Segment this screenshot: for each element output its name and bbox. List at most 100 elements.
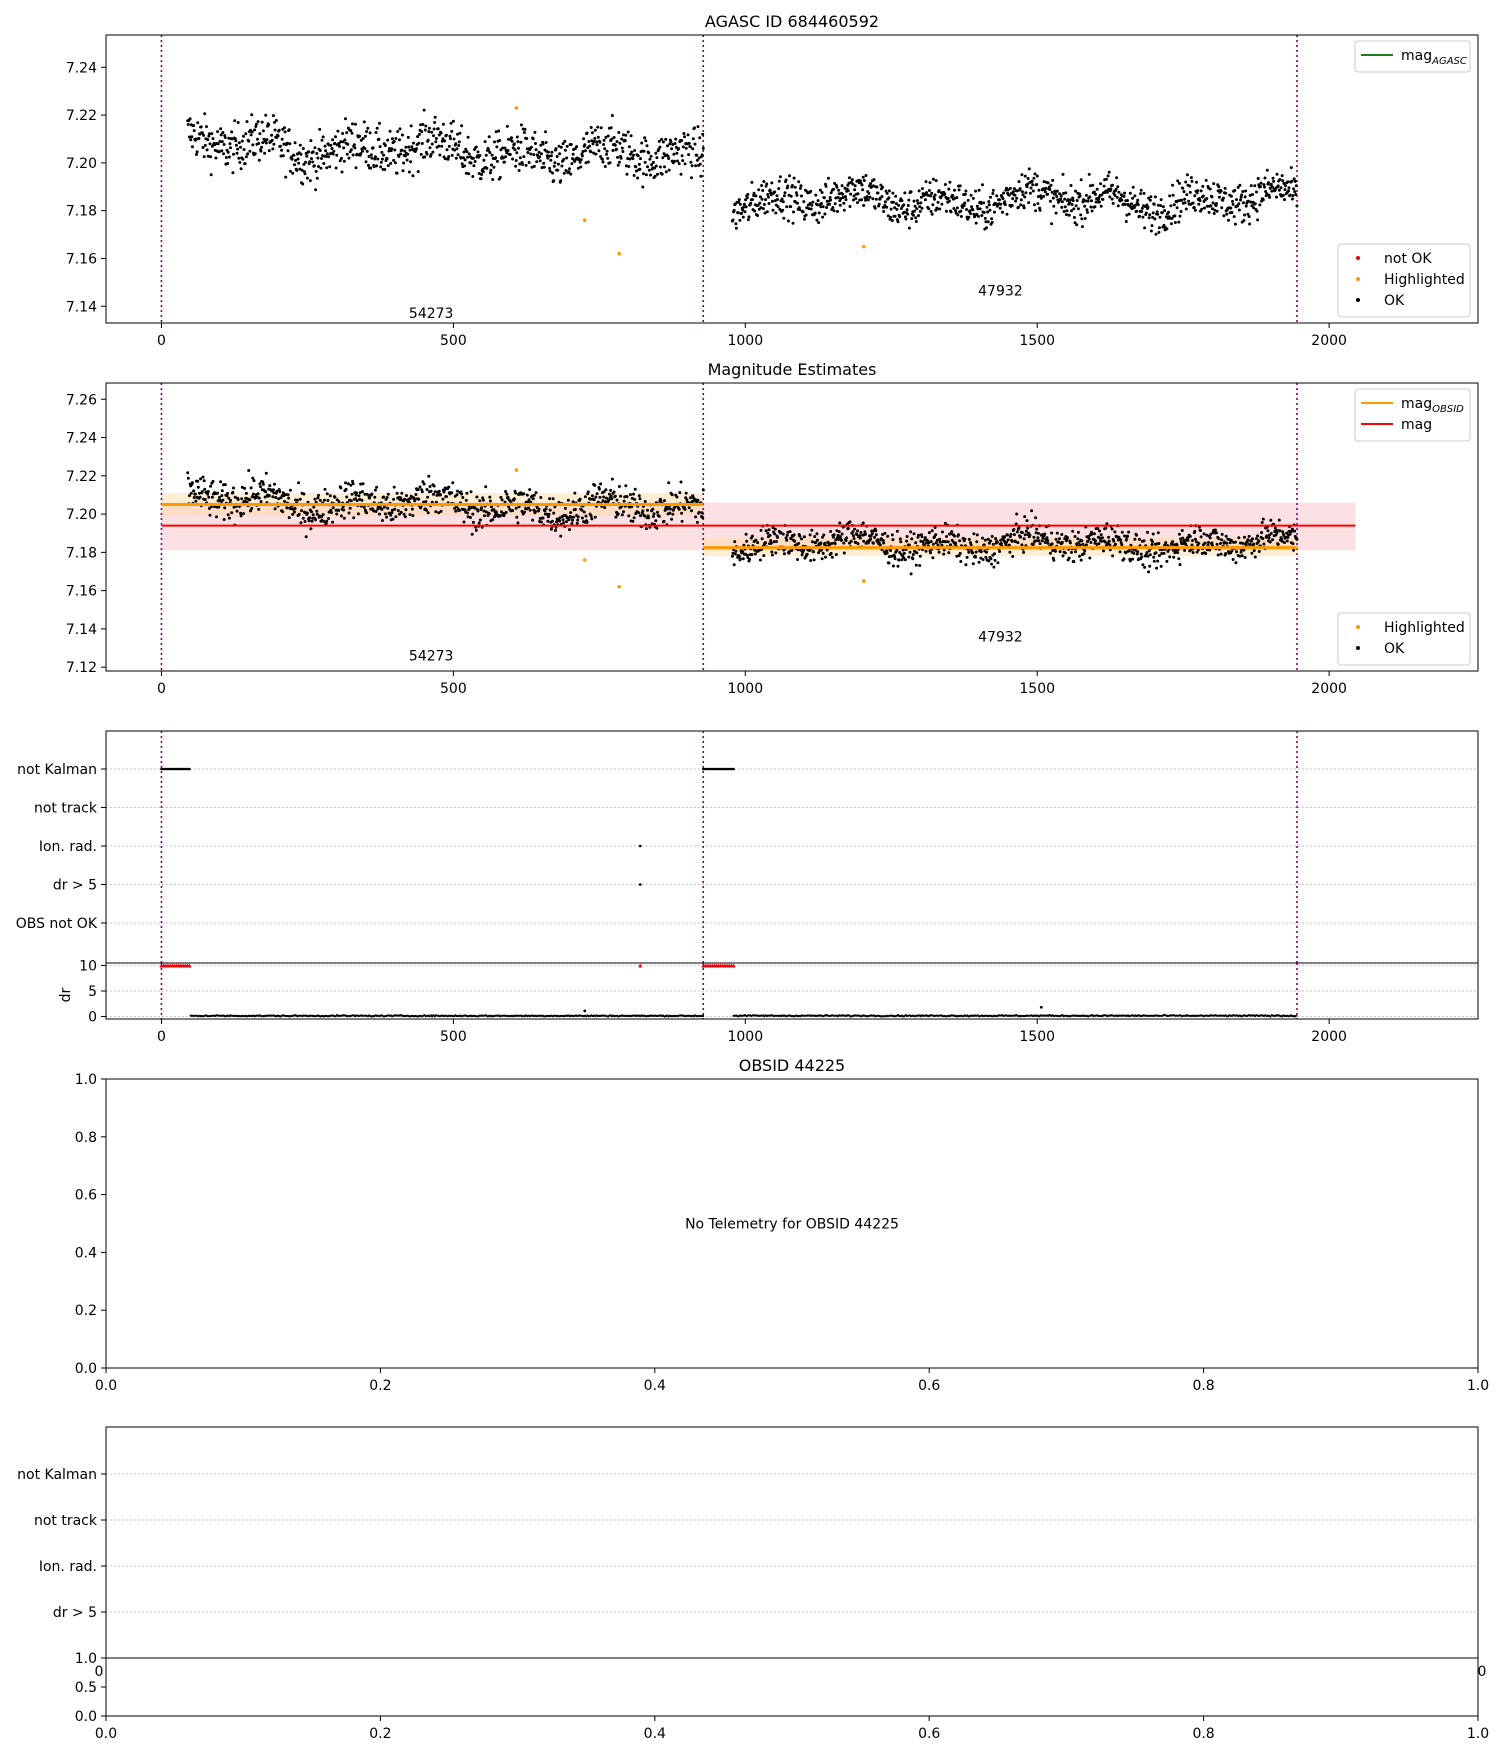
ok-point xyxy=(239,514,243,518)
ok-point xyxy=(977,188,981,192)
legend-dot-swatch xyxy=(1356,277,1360,281)
ok-point xyxy=(1239,550,1243,554)
ok-point xyxy=(401,169,405,173)
ok-point xyxy=(882,210,886,213)
ok-point xyxy=(271,488,275,492)
ok-point xyxy=(633,487,637,491)
legend-label-text: mag xyxy=(1401,396,1432,412)
ok-point xyxy=(756,214,760,217)
ok-point xyxy=(365,130,369,133)
ok-point xyxy=(931,556,935,560)
ok-point xyxy=(281,510,285,514)
ok-point xyxy=(290,157,294,161)
ok-point xyxy=(1007,193,1011,197)
ok-point xyxy=(654,151,658,155)
ok-point xyxy=(822,533,826,537)
ok-point xyxy=(833,542,837,546)
ok-point xyxy=(1241,201,1245,205)
ok-point xyxy=(820,557,824,561)
ok-point xyxy=(934,179,938,183)
ok-point xyxy=(937,189,941,193)
ok-point xyxy=(1068,201,1072,205)
ok-point xyxy=(594,152,598,156)
ok-point xyxy=(934,533,938,537)
ok-point xyxy=(1089,541,1093,544)
ok-point xyxy=(1172,543,1176,547)
ok-point xyxy=(905,539,909,543)
ok-point xyxy=(1247,215,1251,218)
ok-point xyxy=(970,549,974,553)
ok-point xyxy=(1276,184,1280,188)
ok-point xyxy=(1156,559,1160,563)
ok-point xyxy=(1061,554,1065,558)
ok-point xyxy=(1104,526,1108,530)
ok-point xyxy=(1243,556,1247,559)
ok-point xyxy=(950,538,954,542)
ok-point xyxy=(1215,202,1218,205)
ok-point xyxy=(990,534,994,538)
ok-point xyxy=(934,541,938,545)
ok-point xyxy=(821,535,825,539)
ok-point xyxy=(776,198,779,201)
ok-point xyxy=(383,512,387,516)
ok-point xyxy=(683,135,686,139)
ok-point xyxy=(626,130,630,134)
ok-point xyxy=(822,196,826,200)
ok-point xyxy=(434,137,438,140)
ok-point xyxy=(627,145,631,149)
ok-point xyxy=(1294,184,1298,188)
ok-point xyxy=(494,130,498,134)
legend-label: Highlighted xyxy=(1384,620,1465,636)
ok-point xyxy=(770,199,774,203)
ok-point xyxy=(508,153,512,156)
ok-point xyxy=(993,552,996,556)
ok-point xyxy=(680,519,684,523)
ok-point xyxy=(887,555,891,559)
ok-point xyxy=(1017,180,1021,184)
ok-point xyxy=(437,489,441,493)
ok-point xyxy=(595,140,598,144)
ok-point xyxy=(746,218,750,222)
ok-point xyxy=(886,214,890,218)
ok-point xyxy=(893,557,897,561)
ok-point xyxy=(1024,191,1028,195)
ok-point xyxy=(798,208,802,212)
ok-point xyxy=(793,539,797,543)
ok-point xyxy=(677,507,681,511)
flag-point xyxy=(178,767,182,771)
ok-point xyxy=(734,222,738,226)
ok-point xyxy=(738,557,742,561)
ok-point xyxy=(1229,539,1233,542)
ok-point xyxy=(907,543,911,547)
ok-point xyxy=(186,476,190,480)
ok-point xyxy=(991,188,995,192)
ok-point xyxy=(288,169,292,173)
ok-point xyxy=(407,170,411,174)
ok-point xyxy=(433,115,437,119)
ok-point xyxy=(1255,190,1258,194)
ok-point xyxy=(980,214,984,217)
ok-point xyxy=(343,138,347,142)
ok-point xyxy=(417,132,421,136)
ok-point xyxy=(991,542,995,546)
ok-point xyxy=(1058,192,1061,196)
ok-point xyxy=(527,498,531,502)
ok-point xyxy=(1053,189,1057,193)
ok-point xyxy=(1267,181,1270,185)
ok-point xyxy=(281,154,285,158)
ok-point xyxy=(1139,188,1143,192)
ok-point xyxy=(514,164,518,168)
ok-point xyxy=(913,209,916,213)
ok-point xyxy=(1128,559,1132,563)
ok-point xyxy=(1251,537,1254,541)
dr-clipped-marker xyxy=(731,963,736,968)
ok-point xyxy=(1170,542,1174,546)
ok-point xyxy=(923,193,927,197)
ok-point xyxy=(539,143,543,147)
ok-point xyxy=(272,491,276,495)
ok-point xyxy=(869,182,873,186)
ok-point xyxy=(200,131,204,135)
ok-point xyxy=(311,160,315,164)
ok-point xyxy=(1159,198,1163,202)
ok-point xyxy=(593,483,597,487)
